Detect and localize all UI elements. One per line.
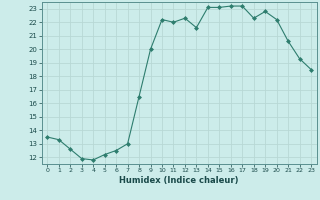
- X-axis label: Humidex (Indice chaleur): Humidex (Indice chaleur): [119, 176, 239, 185]
